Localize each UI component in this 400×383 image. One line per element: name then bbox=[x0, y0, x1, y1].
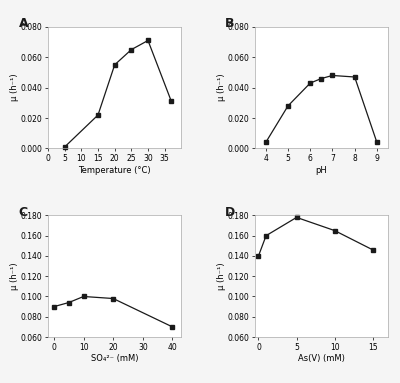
Text: C: C bbox=[19, 206, 28, 219]
Y-axis label: μ (h⁻¹): μ (h⁻¹) bbox=[10, 262, 19, 290]
Y-axis label: μ (h⁻¹): μ (h⁻¹) bbox=[10, 74, 19, 101]
X-axis label: pH: pH bbox=[316, 166, 327, 175]
Text: A: A bbox=[19, 17, 28, 30]
X-axis label: As(V) (mM): As(V) (mM) bbox=[298, 354, 345, 363]
Y-axis label: μ (h⁻¹): μ (h⁻¹) bbox=[217, 262, 226, 290]
X-axis label: SO₄²⁻ (mM): SO₄²⁻ (mM) bbox=[91, 354, 138, 363]
X-axis label: Temperature (°C): Temperature (°C) bbox=[78, 166, 151, 175]
Text: D: D bbox=[225, 206, 236, 219]
Text: B: B bbox=[225, 17, 235, 30]
Y-axis label: μ (h⁻¹): μ (h⁻¹) bbox=[217, 74, 226, 101]
